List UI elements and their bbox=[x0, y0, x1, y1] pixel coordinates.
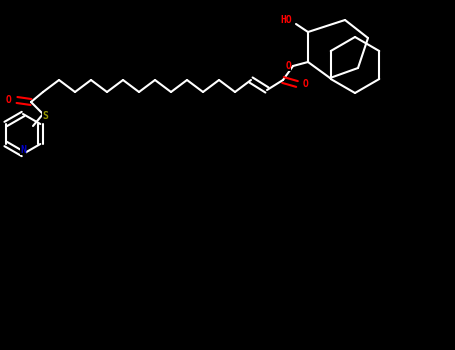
Text: HO: HO bbox=[280, 15, 292, 25]
Text: S: S bbox=[42, 111, 48, 121]
Text: O: O bbox=[6, 95, 12, 105]
Text: O: O bbox=[285, 61, 291, 71]
Text: O: O bbox=[303, 79, 309, 89]
Text: N: N bbox=[20, 145, 26, 155]
